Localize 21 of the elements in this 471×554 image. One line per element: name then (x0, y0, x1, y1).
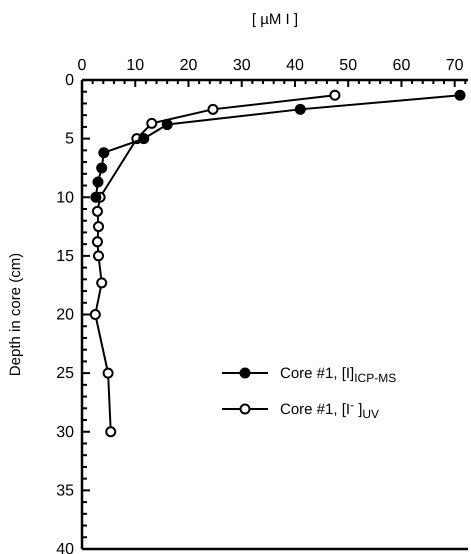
x-tick-label: 50 (339, 57, 358, 74)
y-tick-label: 25 (56, 365, 74, 382)
x-tick-label: 60 (392, 57, 410, 74)
y-tick-label: 15 (56, 248, 74, 265)
legend-label: Core #1, [I$^{-}$ ]$_{UV}$ (280, 398, 380, 421)
y-tick-label: 0 (65, 72, 74, 89)
y-tick-label: 35 (56, 482, 74, 500)
x-tick-label: 40 (286, 57, 304, 74)
x-tick-label: 0 (78, 57, 87, 74)
y-axis-title: Depth in core (cm) (7, 252, 24, 376)
x-tick-label: 30 (232, 57, 251, 74)
legend-label: Core #1, [I]$_{ICP-MS}$ (280, 365, 396, 385)
y-tick-label: 20 (56, 306, 74, 324)
y-tick-label: 40 (56, 541, 74, 554)
x-axis-title: [ µM I ] (252, 11, 298, 28)
x-tick-label: 20 (180, 57, 198, 74)
x-tick-label: 10 (126, 57, 144, 74)
x-tick-label: 70 (446, 57, 464, 74)
y-tick-label: 10 (56, 189, 74, 206)
y-tick-label: 30 (56, 424, 74, 441)
y-tick-label: 5 (65, 130, 74, 148)
